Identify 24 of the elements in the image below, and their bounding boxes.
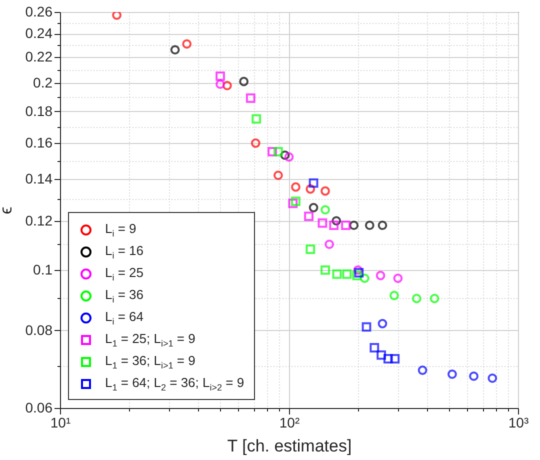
legend-label: L$_{i}$ = 64 xyxy=(105,309,144,327)
legend-label: L$_{i}$ = 16 xyxy=(105,243,144,261)
x-tick-label: 10² xyxy=(279,414,300,430)
legend-label: L$_{1}$ = 25; L$_{i>1}$ = 9 xyxy=(105,331,196,349)
y-tick-label: 0.22 xyxy=(25,48,53,65)
y-tick-label: 0.08 xyxy=(25,322,53,338)
y-tick-label: 0.14 xyxy=(25,170,53,187)
x-tick-label: 10³ xyxy=(508,414,529,430)
y-tick-label: 0.26 xyxy=(25,4,53,20)
x-axis-title: T [ch. estimates] xyxy=(227,436,352,456)
y-tick-label: 0.1 xyxy=(33,262,53,278)
y-tick-label: 0.24 xyxy=(25,25,53,42)
legend-label: L$_{1}$ = 64; L$_{2}$ = 36; L$_{i>2}$ = 9 xyxy=(105,375,244,393)
y-tick-label: 0.2 xyxy=(33,74,53,90)
y-tick-label: 0.06 xyxy=(25,400,53,416)
y-tick-label: 0.16 xyxy=(25,134,53,151)
x-tick-label: 10¹ xyxy=(50,414,71,430)
legend-label: L$_{1}$ = 36; L$_{i>1}$ = 9 xyxy=(105,353,196,371)
legend-label: L$_{i}$ = 9 xyxy=(105,221,136,239)
legend-label: L$_{i}$ = 36 xyxy=(105,287,144,305)
y-tick-label: 0.12 xyxy=(25,212,53,228)
y-tick-label: 0.18 xyxy=(25,102,53,119)
legend-label: L$_{i}$ = 25 xyxy=(105,265,144,283)
y-axis-title: ϵ xyxy=(0,206,16,214)
